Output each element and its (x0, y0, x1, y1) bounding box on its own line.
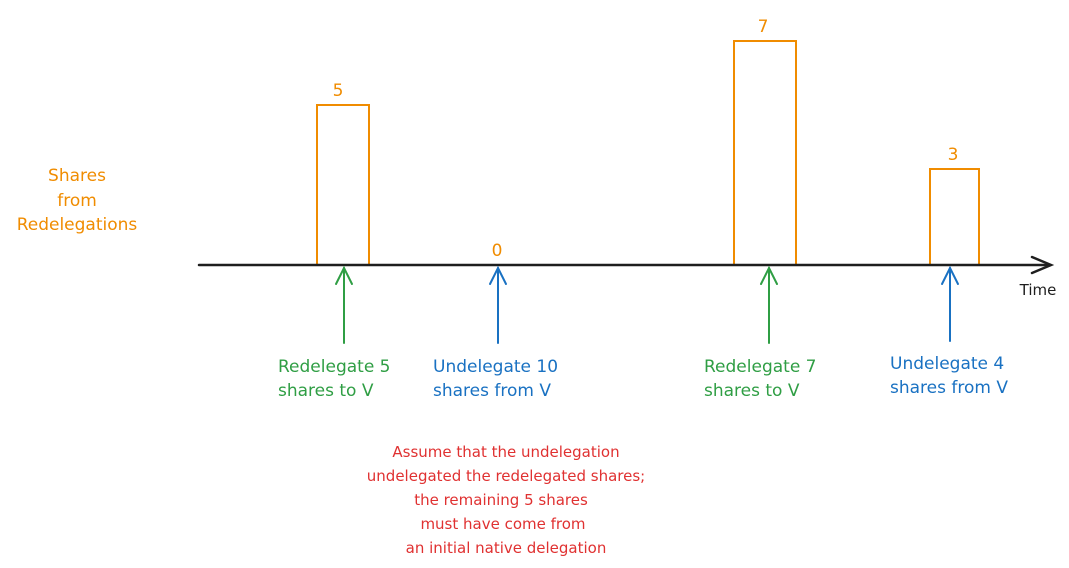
event-labels: Redelegate 5 shares to V Undelegate 10 s… (278, 354, 1008, 401)
bar-1 (316, 104, 370, 266)
y-label-line-3: Redelegations (17, 215, 138, 235)
bar-label-3: 7 (758, 17, 769, 37)
time-axis-label: Time (1019, 281, 1057, 299)
time-axis (197, 255, 1055, 275)
bars (316, 40, 980, 266)
note-line-2: undelegated the redelegated shares; (367, 467, 645, 485)
note-line-4: must have come from (420, 515, 585, 533)
event-label-4-line-1: Undelegate 4 (890, 354, 1004, 374)
bar-label-4: 3 (948, 145, 959, 165)
y-label-line-1: Shares (48, 166, 106, 186)
bar-label-1: 5 (333, 81, 344, 101)
y-axis-label: Shares from Redelegations (17, 166, 138, 235)
event-arrows (335, 265, 959, 344)
event-label-2-line-2: shares from V (433, 381, 551, 401)
event-label-2-line-1: Undelegate 10 (433, 357, 558, 377)
bar-labels: 5 0 7 3 (333, 17, 959, 261)
note-line-3: the remaining 5 shares (414, 491, 588, 509)
event-label-1-line-1: Redelegate 5 (278, 357, 391, 377)
time-axis-arrowhead (1030, 255, 1055, 275)
event-label-4-line-2: shares from V (890, 378, 1008, 398)
bar-label-2: 0 (492, 241, 503, 261)
event-label-3-line-2: shares to V (704, 381, 800, 401)
undelegate-arrow-1 (489, 265, 507, 344)
event-label-1-line-2: shares to V (278, 381, 374, 401)
redelegate-arrow-1 (335, 265, 353, 344)
note-line-5: an initial native delegation (406, 539, 607, 557)
event-label-3-line-1: Redelegate 7 (704, 357, 817, 377)
y-label-line-2: from (57, 191, 97, 211)
note-line-1: Assume that the undelegation (392, 443, 619, 461)
assumption-note: Assume that the undelegation undelegated… (367, 443, 645, 557)
undelegate-arrow-2 (941, 265, 959, 342)
bar-3 (733, 40, 797, 266)
bar-4 (929, 168, 980, 266)
redelegate-arrow-2 (760, 265, 778, 344)
